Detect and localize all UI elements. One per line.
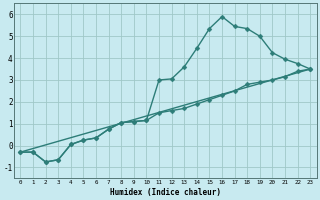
X-axis label: Humidex (Indice chaleur): Humidex (Indice chaleur) (110, 188, 221, 197)
